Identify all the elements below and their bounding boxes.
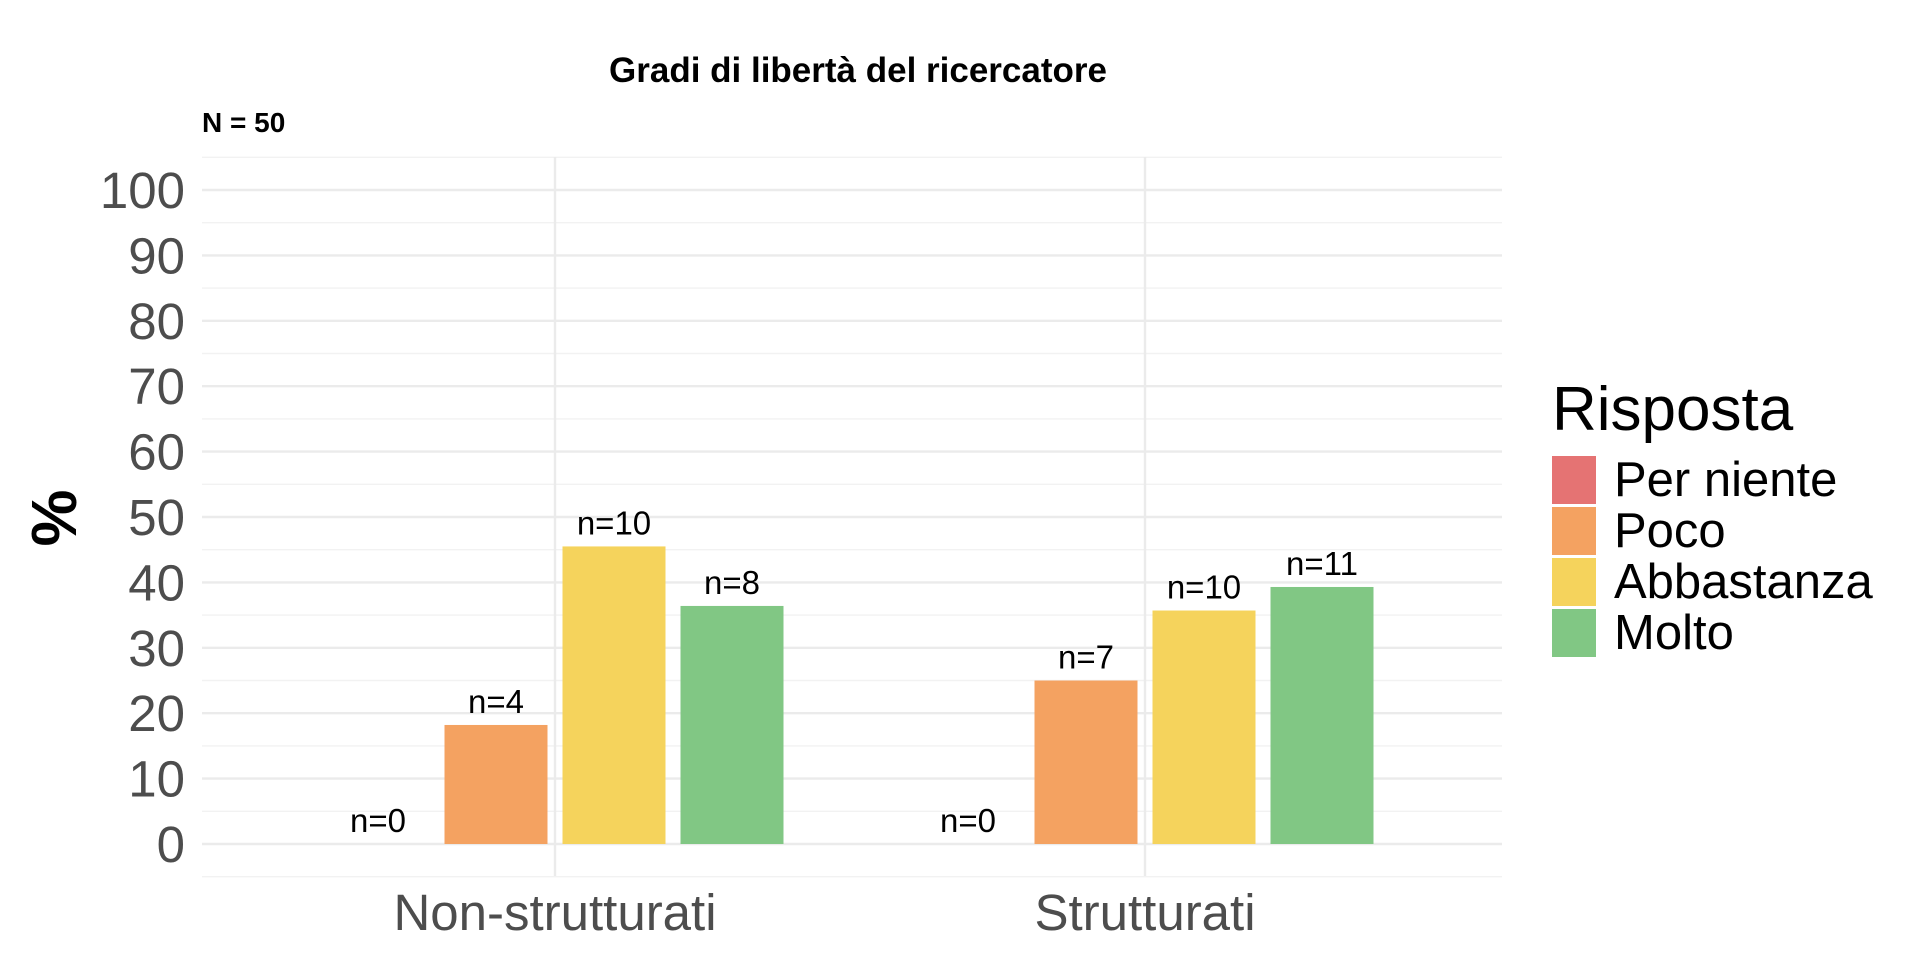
bar [1152,610,1256,844]
x-tick-label: Non-strutturati [393,884,716,941]
legend-swatch [1552,507,1596,555]
y-tick-label: 0 [157,816,185,873]
chart-title: Gradi di libertà del ricercatore [609,51,1107,90]
legend-swatch [1552,456,1596,504]
y-tick-label: 80 [128,293,185,350]
y-axis-ticks: 0 10 20 30 40 50 60 70 80 90 100 [100,162,185,873]
y-tick-label: 10 [128,751,185,808]
legend-swatch [1552,609,1596,657]
y-tick-label: 100 [100,162,185,219]
bar [1270,586,1374,844]
data-labels: n=0 n=4 n=10 n=8 n=0 n=7 n=10 n=11 [350,504,1358,839]
data-label: n=7 [1058,639,1114,676]
data-label: n=0 [940,802,996,839]
y-tick-label: 40 [128,554,185,611]
y-tick-label: 50 [128,489,185,546]
data-label: n=11 [1286,545,1358,582]
legend-label: Abbastanza [1614,555,1874,609]
data-label: n=4 [468,683,524,720]
y-tick-label: 90 [128,227,185,284]
data-label: n=10 [1167,569,1241,606]
x-tick-label: Strutturati [1034,884,1255,941]
legend-label: Poco [1614,504,1726,558]
grid [202,156,1502,878]
legend-label: Molto [1614,606,1734,660]
y-tick-label: 20 [128,685,185,742]
data-label: n=10 [577,504,651,541]
chart-subtitle: N = 50 [202,107,285,138]
bar [444,724,548,844]
legend-label: Per niente [1614,453,1837,507]
y-tick-label: 60 [128,424,185,481]
bar [1034,680,1138,844]
data-label: n=8 [704,564,760,601]
bar [680,605,784,844]
legend-title: Risposta [1552,375,1794,444]
data-label: n=0 [350,802,406,839]
bars [444,546,1374,844]
legend-swatch [1552,558,1596,606]
y-tick-label: 70 [128,358,185,415]
bar [562,546,666,844]
y-axis-label: % [18,490,90,547]
x-axis-ticks: Non-strutturati Strutturati [393,884,1255,941]
y-tick-label: 30 [128,620,185,677]
